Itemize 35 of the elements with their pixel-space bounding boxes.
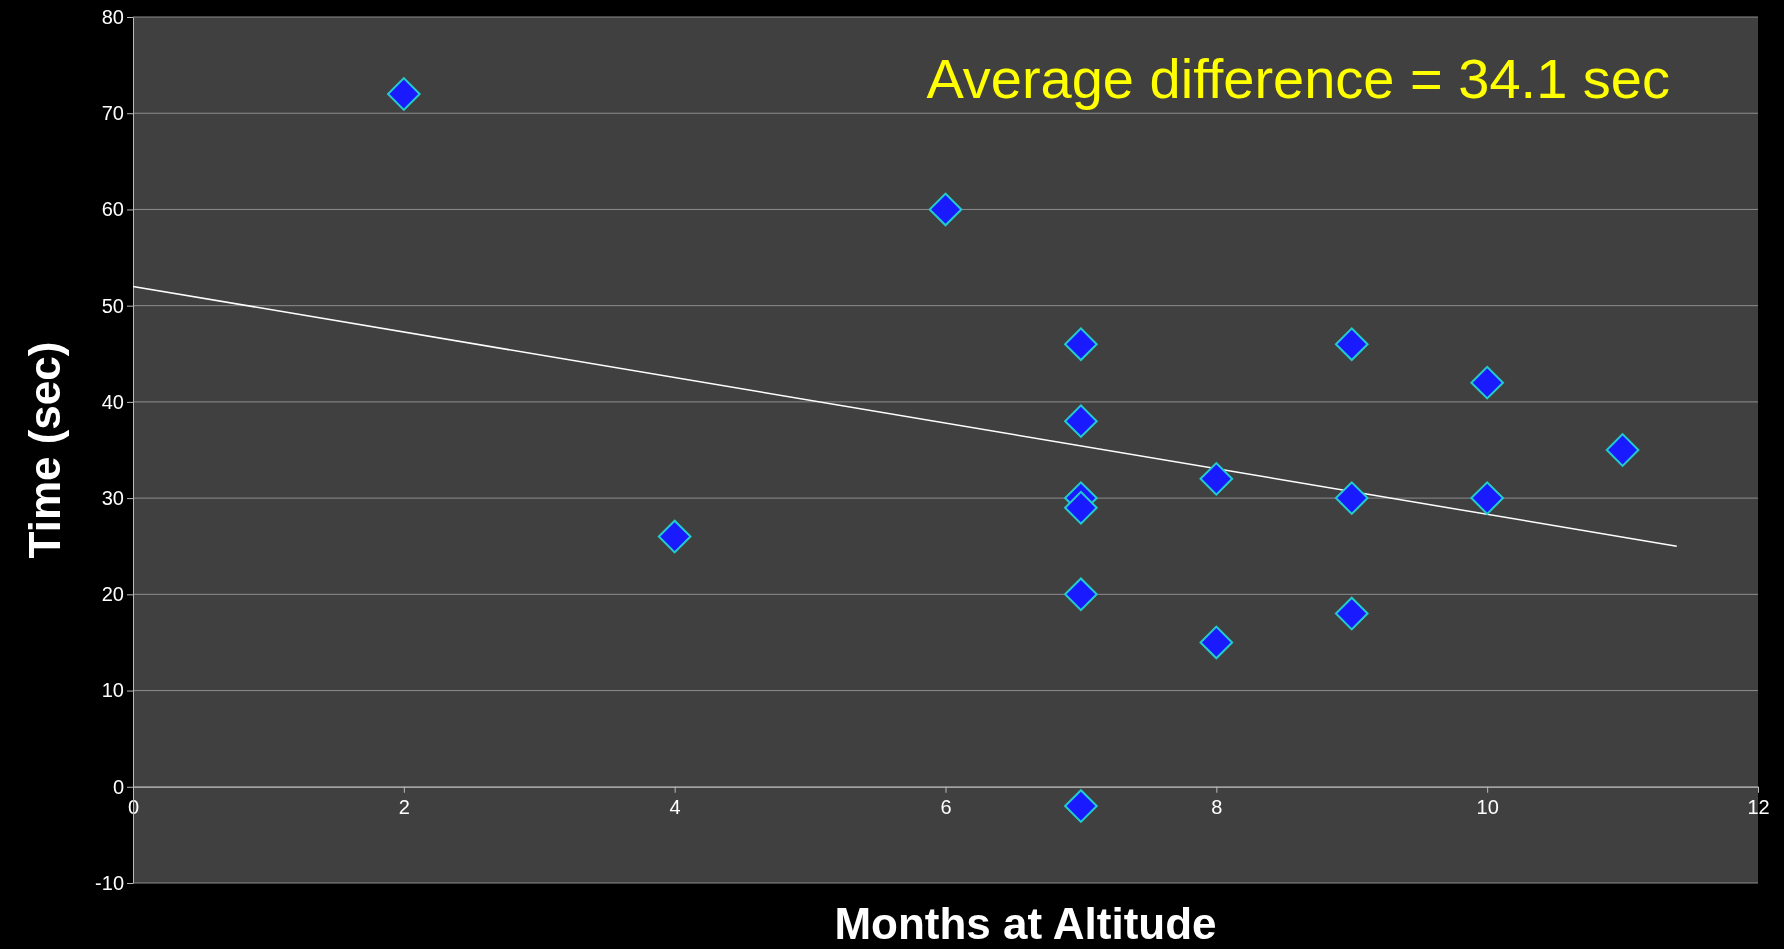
point — [387, 77, 421, 111]
y-tick-label: 20 — [101, 583, 124, 606]
point — [1064, 490, 1098, 525]
y-tick-label: 40 — [101, 390, 124, 413]
point — [1334, 481, 1369, 515]
annotation: Average difference = 34.1 sec — [926, 47, 1670, 110]
point — [1470, 365, 1504, 400]
y-tick-label: 30 — [101, 487, 124, 510]
x-tick-label: 2 — [398, 795, 410, 818]
point — [1334, 327, 1369, 361]
point — [1064, 327, 1098, 361]
y-tick-label: -10 — [95, 871, 124, 894]
point — [1199, 462, 1234, 496]
y-axis-title: Time (sec) — [20, 341, 69, 559]
point — [1470, 481, 1504, 515]
point — [1064, 577, 1098, 612]
x-tick-label: 8 — [1211, 795, 1223, 818]
x-axis-title: Months at Altitude — [834, 899, 1217, 948]
y-tick-label: 60 — [101, 198, 124, 221]
point — [1064, 789, 1098, 823]
y-tick-label: 10 — [101, 679, 124, 702]
point — [1334, 596, 1369, 631]
y-tick-label: 0 — [112, 775, 124, 798]
point — [1199, 625, 1234, 660]
y-tick-label: 70 — [101, 102, 124, 125]
point — [1605, 433, 1640, 467]
point — [1064, 404, 1098, 438]
x-tick-label: 12 — [1747, 795, 1770, 818]
x-tick-label: 6 — [940, 795, 952, 818]
x-tick-label: 10 — [1476, 795, 1499, 818]
point — [928, 192, 963, 227]
y-tick-label: 50 — [101, 294, 124, 317]
point — [657, 519, 692, 554]
y-tick-label: 80 — [101, 5, 124, 28]
x-tick-label: 4 — [669, 795, 681, 818]
